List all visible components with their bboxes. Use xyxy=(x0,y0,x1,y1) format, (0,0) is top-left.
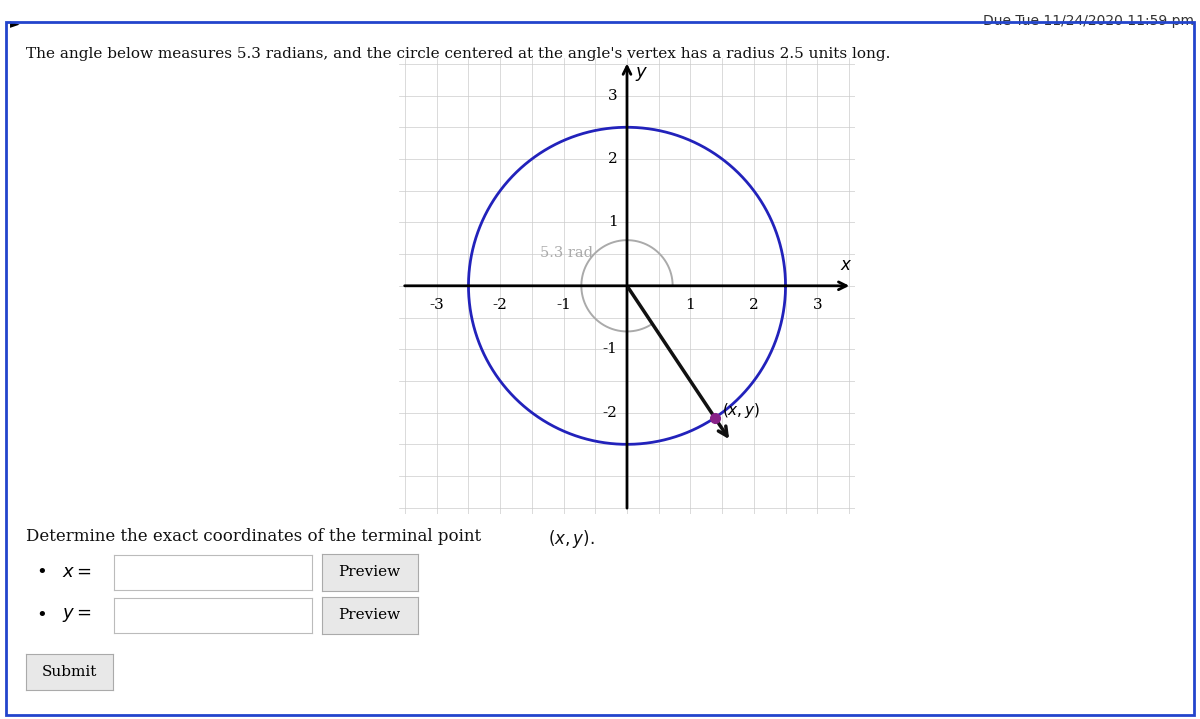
Text: Submit: Submit xyxy=(42,665,97,679)
Text: 1: 1 xyxy=(607,216,618,229)
Text: -2: -2 xyxy=(602,406,618,420)
Text: $x$: $x$ xyxy=(840,257,852,275)
Text: 2: 2 xyxy=(607,152,618,166)
Text: Determine the exact coordinates of the terminal point: Determine the exact coordinates of the t… xyxy=(26,528,487,546)
Text: •: • xyxy=(36,605,47,624)
Text: Preview: Preview xyxy=(338,608,401,623)
Text: $y =$: $y =$ xyxy=(62,605,92,624)
Text: 3: 3 xyxy=(812,298,822,313)
Text: -1: -1 xyxy=(556,298,571,313)
Text: The angle below measures 5.3 radians, and the circle centered at the angle's ver: The angle below measures 5.3 radians, an… xyxy=(26,47,890,60)
Text: $y$: $y$ xyxy=(635,65,648,83)
Text: -3: -3 xyxy=(430,298,444,313)
Text: ►: ► xyxy=(10,18,19,31)
Text: 3: 3 xyxy=(608,88,618,103)
Text: $x =$: $x =$ xyxy=(62,562,92,581)
Text: -2: -2 xyxy=(493,298,508,313)
Text: Preview: Preview xyxy=(338,565,401,580)
Text: 2: 2 xyxy=(749,298,758,313)
Text: 1: 1 xyxy=(685,298,695,313)
Text: $(x, y).$: $(x, y).$ xyxy=(548,528,595,551)
Text: Due Tue 11/24/2020 11:59 pm: Due Tue 11/24/2020 11:59 pm xyxy=(983,14,1194,28)
Text: •: • xyxy=(36,562,47,581)
Text: $(x, y)$: $(x, y)$ xyxy=(722,400,761,420)
Text: -1: -1 xyxy=(602,342,618,356)
Text: 5.3 rad: 5.3 rad xyxy=(540,246,593,260)
